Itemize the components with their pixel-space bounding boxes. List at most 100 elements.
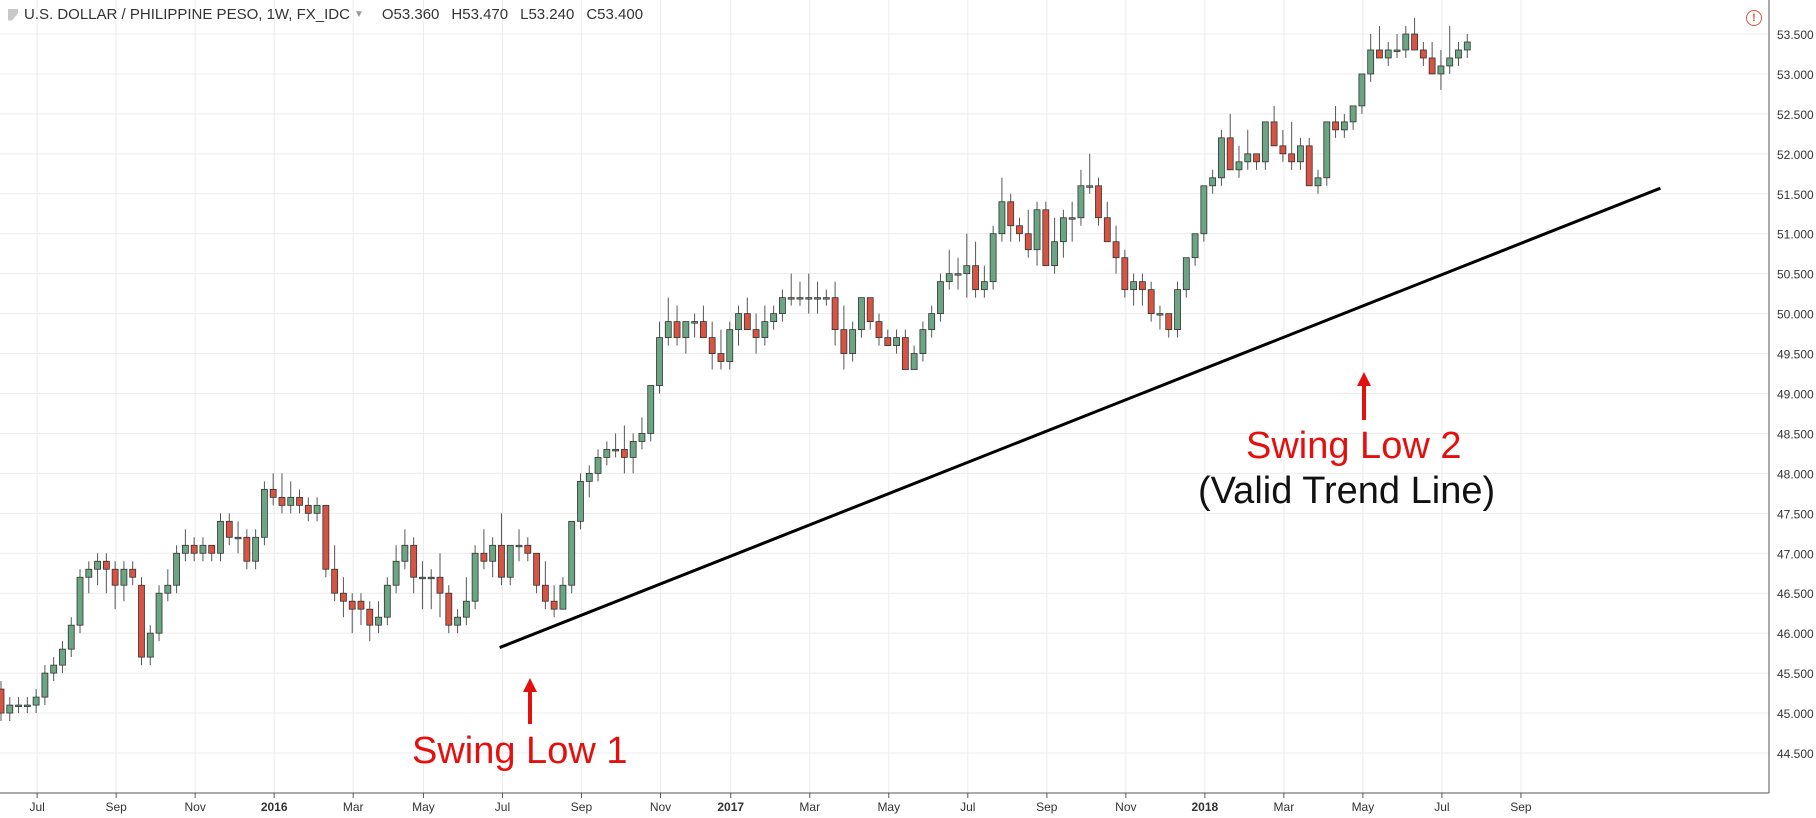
candle-body <box>1393 49 1401 52</box>
candle-body <box>1200 185 1208 235</box>
candle <box>1059 209 1067 258</box>
time-tick-label: Nov <box>1115 800 1136 814</box>
candle <box>638 417 646 450</box>
candle-body <box>392 560 400 586</box>
candle <box>1139 273 1146 306</box>
price-tick-label: 47.500 <box>1777 507 1814 521</box>
candle-body <box>1103 217 1111 243</box>
candle <box>296 489 303 514</box>
candle-body <box>50 664 58 674</box>
candle <box>770 305 778 330</box>
candle-body <box>1419 49 1427 59</box>
candle <box>190 537 198 562</box>
swing-low-arrow-icon <box>1357 372 1371 420</box>
candle-body <box>1130 281 1138 291</box>
candle <box>102 553 110 594</box>
candle-body <box>664 321 672 338</box>
candle <box>1200 185 1208 242</box>
candle-body <box>682 321 690 338</box>
candle <box>893 329 900 354</box>
candle <box>954 257 962 290</box>
candle-body <box>1428 57 1436 75</box>
candle-body <box>585 472 593 482</box>
candle <box>1446 26 1454 74</box>
candle-body <box>322 504 330 570</box>
candle <box>972 241 979 298</box>
candle-body <box>471 552 479 602</box>
candle <box>620 425 628 474</box>
candle-body <box>331 568 339 594</box>
chevron-down-icon[interactable]: ▼ <box>353 9 364 20</box>
swing-low-2-label: Swing Low 2 <box>1246 425 1462 467</box>
candle <box>647 385 655 442</box>
time-tick-label: Jul <box>29 800 44 814</box>
candle <box>682 321 690 354</box>
candle-body <box>603 449 611 458</box>
candle-body <box>568 520 576 586</box>
candle-body <box>146 632 154 658</box>
candle-body <box>260 488 268 538</box>
price-tick-label: 48.500 <box>1777 427 1814 441</box>
candle <box>32 689 40 714</box>
candle <box>577 473 584 530</box>
candle-body <box>515 544 523 548</box>
price-tick-label: 49.000 <box>1777 388 1814 402</box>
time-tick-label: May <box>877 800 900 814</box>
candle-body <box>401 544 409 562</box>
candle-body <box>901 337 909 370</box>
candle-body <box>1314 177 1322 187</box>
candle-body <box>313 504 321 514</box>
candle-body <box>1235 161 1243 171</box>
candle-body <box>1305 145 1313 187</box>
candle <box>1314 169 1322 194</box>
candle-body <box>111 568 119 586</box>
candle-body <box>85 568 93 578</box>
candle <box>1226 113 1234 171</box>
candle-body <box>717 353 725 362</box>
candle-body <box>1455 49 1462 59</box>
time-tick-label: Jul <box>495 800 510 814</box>
candle <box>1209 169 1217 194</box>
candle-body <box>524 544 532 554</box>
candle <box>1182 257 1190 298</box>
candle <box>945 249 953 290</box>
candle <box>1270 105 1278 147</box>
candle <box>726 321 734 370</box>
candle <box>173 545 181 594</box>
candle <box>1147 281 1155 322</box>
time-tick-label: Nov <box>650 800 671 814</box>
exclamation-circle-icon[interactable]: ! <box>1746 10 1762 26</box>
candle <box>743 297 751 330</box>
price-tick-label: 45.000 <box>1777 707 1814 721</box>
candle-body <box>375 616 382 626</box>
symbol-title[interactable]: U.S. DOLLAR / PHILIPPINE PESO, 1W, FX_ID… <box>24 6 350 23</box>
candle-body <box>243 536 251 562</box>
candle <box>585 465 593 498</box>
candle <box>515 529 523 562</box>
candle-body <box>620 449 628 458</box>
candle <box>787 273 795 306</box>
candle-body <box>340 592 347 602</box>
candle-body <box>59 648 66 666</box>
candle-body <box>357 600 365 610</box>
candle <box>691 313 699 338</box>
candle-body <box>1253 153 1260 163</box>
candle-body <box>998 201 1006 235</box>
candle-body <box>550 600 558 610</box>
candle <box>937 273 944 322</box>
candle-body <box>102 560 110 570</box>
candle-body <box>208 544 216 554</box>
price-tick-label: 51.000 <box>1777 228 1814 242</box>
candle <box>1340 113 1348 138</box>
candle <box>322 504 330 578</box>
time-tick-label: Sep <box>1510 800 1532 814</box>
candle-body <box>1077 185 1085 219</box>
price-tick-label: 45.500 <box>1777 667 1814 681</box>
candle <box>217 513 224 562</box>
candle <box>1042 201 1050 267</box>
time-tick-label: Sep <box>105 800 127 814</box>
candle-body <box>410 544 418 578</box>
candle-body <box>0 688 5 714</box>
